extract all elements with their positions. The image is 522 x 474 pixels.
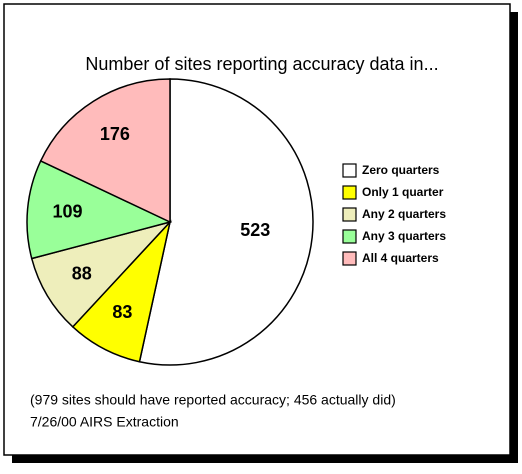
value-label: 176 (100, 124, 130, 144)
value-label: 83 (112, 302, 132, 322)
chart-title: Number of sites reporting accuracy data … (85, 54, 438, 74)
legend-swatch (342, 251, 357, 266)
pie-slice (26, 159, 173, 260)
legend-label: Any 2 quarters (362, 207, 446, 221)
pie-slice (30, 220, 173, 328)
legend-swatch (342, 185, 357, 200)
pie-slice (39, 78, 171, 224)
note: (979 sites should have reported accuracy… (30, 392, 396, 408)
legend-label: Only 1 quarter (362, 185, 444, 199)
legend-label: All 4 quarters (362, 251, 439, 265)
legend-label: Any 3 quarters (362, 229, 446, 243)
legend-swatch (342, 163, 357, 178)
legend-label: Zero quarters (362, 163, 440, 177)
pie-slice (138, 78, 314, 366)
legend-swatch (342, 207, 357, 222)
value-label: 523 (240, 220, 270, 240)
note: 7/26/00 AIRS Extraction (30, 414, 179, 430)
legend-swatch (342, 229, 357, 244)
value-label: 88 (72, 264, 92, 284)
value-label: 109 (52, 201, 82, 221)
